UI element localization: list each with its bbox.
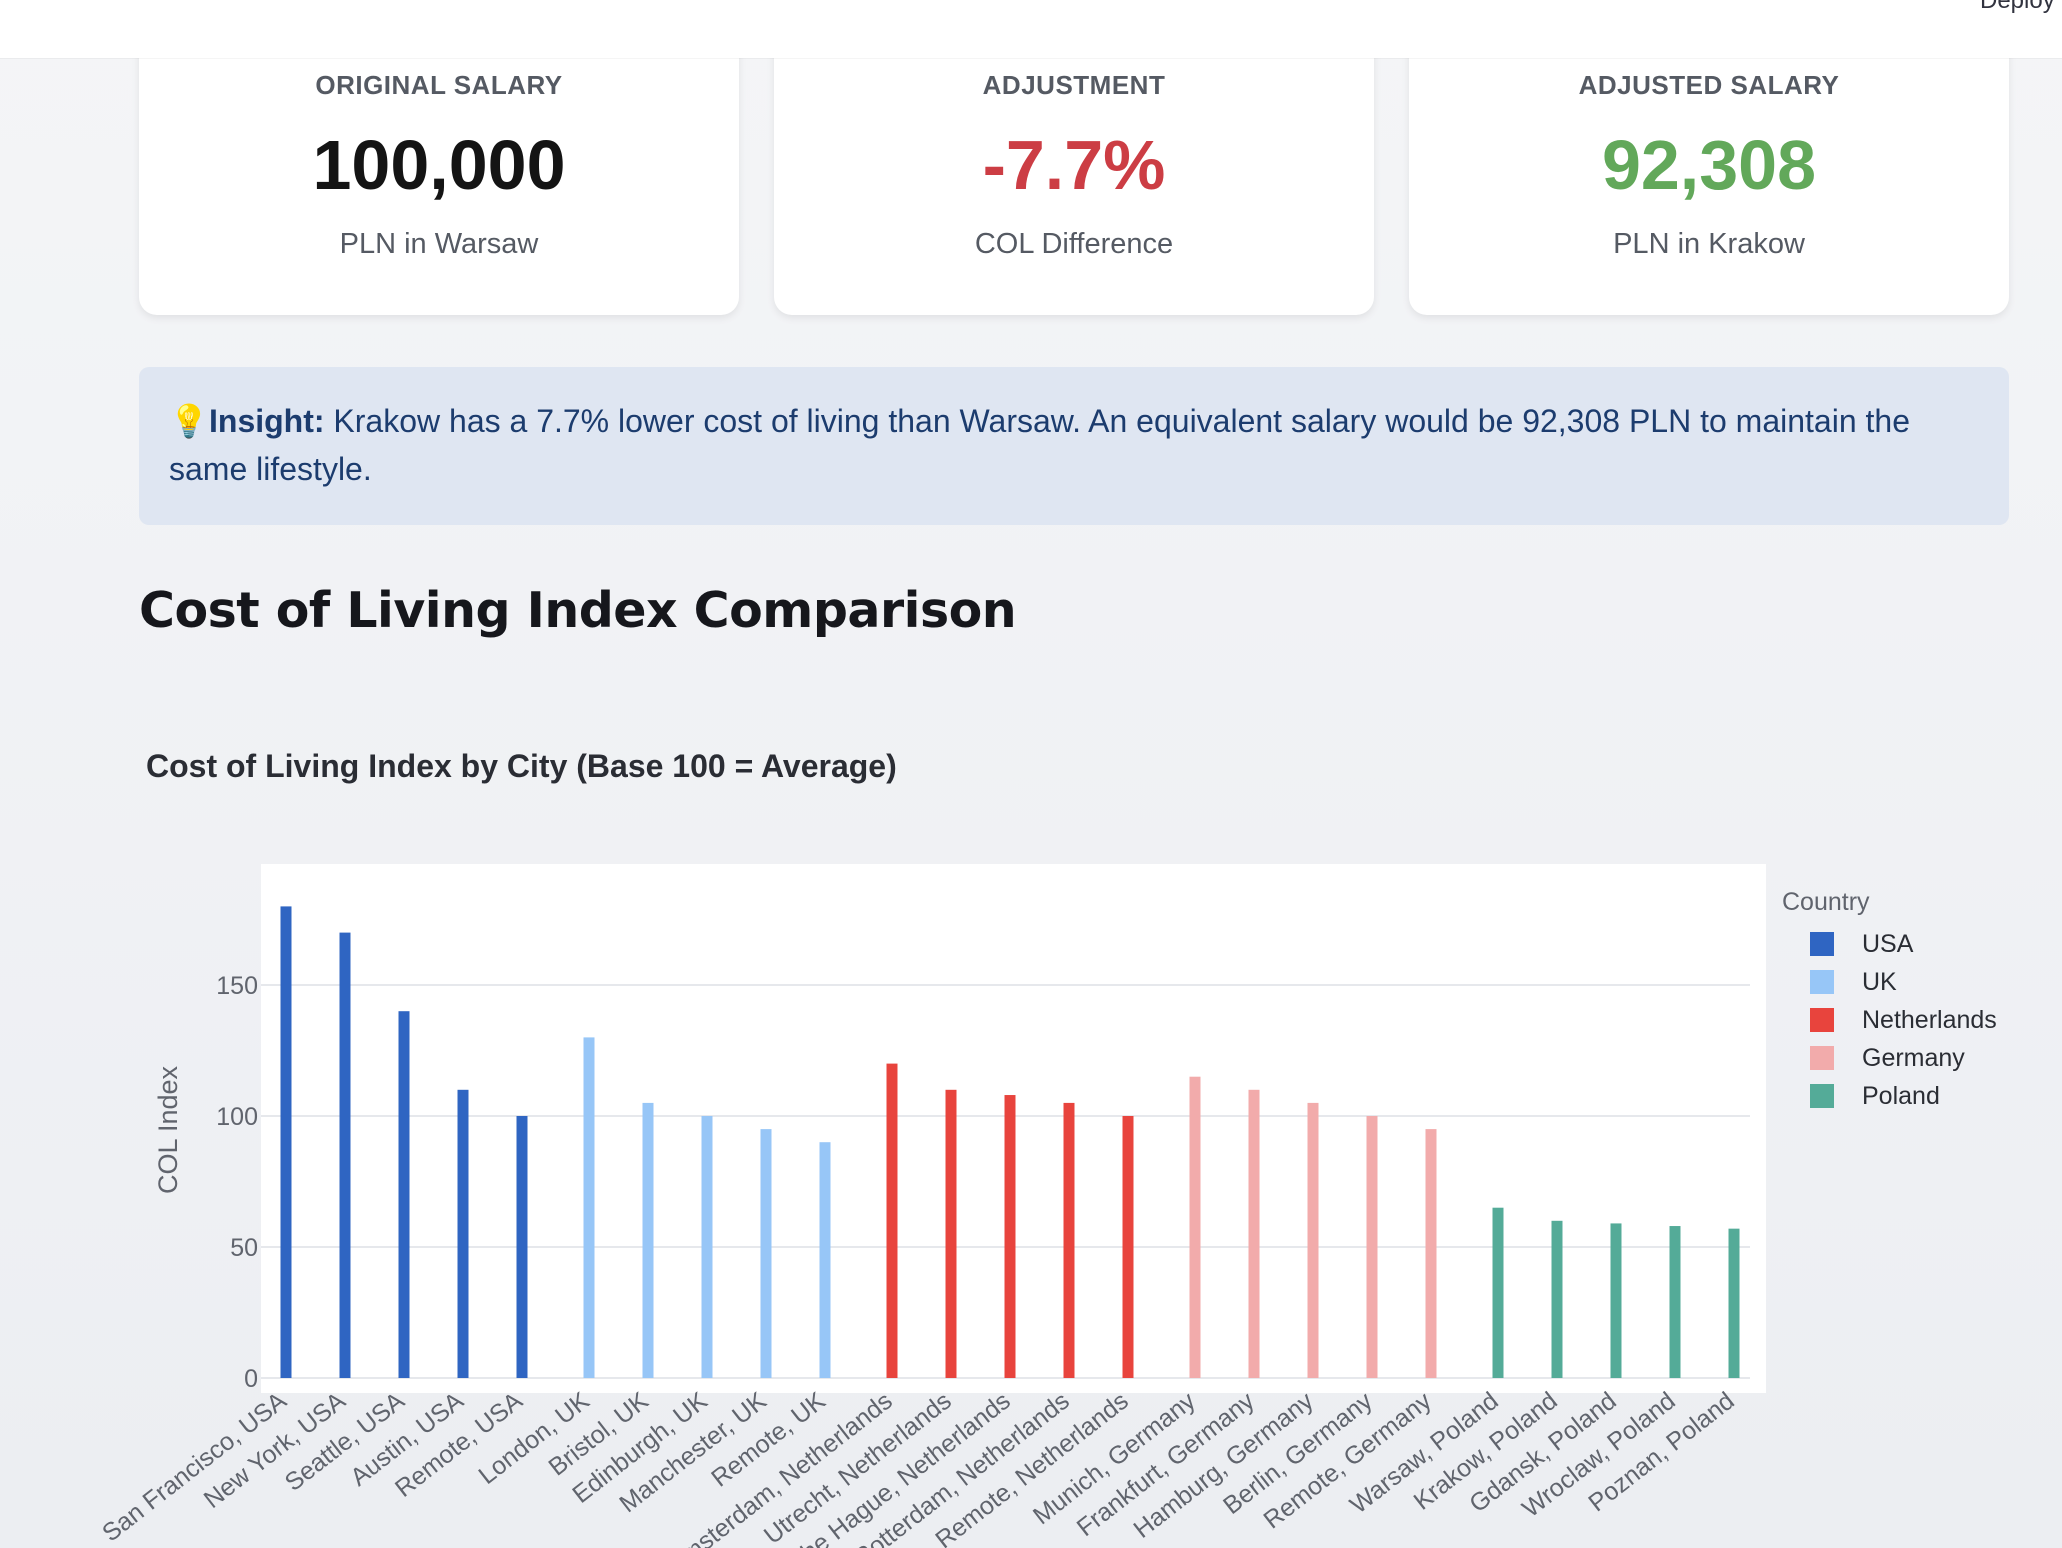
legend-title: Country: [1782, 888, 1870, 916]
bar-poland[interactable]: [1551, 1220, 1563, 1378]
x-tick-label: The Hague, Netherlands: [784, 1387, 1016, 1548]
bar-germany[interactable]: [1189, 1076, 1201, 1378]
bar-netherlands[interactable]: [1004, 1095, 1016, 1378]
legend-item-uk[interactable]: UK: [1782, 963, 2042, 1001]
insight-callout: 💡Insight: Krakow has a 7.7% lower cost o…: [139, 367, 2009, 525]
x-tick-label: Manchester, UK: [614, 1386, 772, 1518]
deploy-button[interactable]: Deploy: [1966, 0, 2062, 16]
x-tick-label: Munich, Germany: [1028, 1386, 1201, 1530]
x-tick-label: Krakow, Poland: [1409, 1387, 1563, 1516]
section-title: Cost of Living Index Comparison: [139, 582, 1017, 639]
bar-netherlands[interactable]: [945, 1089, 957, 1378]
bar-poland[interactable]: [1610, 1223, 1622, 1378]
x-tick-label: Austin, USA: [345, 1386, 469, 1491]
x-tick-label: Amsterdam, Netherlands: [663, 1387, 898, 1548]
x-tick-label: Gdansk, Poland: [1464, 1387, 1621, 1519]
bar-usa[interactable]: [280, 906, 292, 1378]
metric-subtext: COL Difference: [974, 228, 1174, 260]
legend-item-germany[interactable]: Germany: [1782, 1039, 2042, 1077]
bar-usa[interactable]: [398, 1011, 410, 1378]
legend-label: Germany: [1862, 1043, 1965, 1072]
x-tick-label: Warsaw, Poland: [1345, 1387, 1504, 1520]
x-tick-label: Edinburgh, UK: [567, 1386, 713, 1508]
x-tick-label: San Francisco, USA: [97, 1386, 292, 1547]
x-tick-label: Rotterdam, Netherlands: [848, 1387, 1074, 1548]
bar-uk[interactable]: [583, 1037, 595, 1378]
y-tick-label: 50: [230, 1234, 258, 1262]
adjustment-card: ADJUSTMENT -7.7% COL Difference: [774, 40, 1374, 315]
original-salary-card: ORIGINAL SALARY 100,000 PLN in Warsaw: [139, 40, 739, 315]
bar-germany[interactable]: [1307, 1102, 1319, 1378]
bar-netherlands[interactable]: [1063, 1102, 1075, 1378]
metric-label: ADJUSTMENT: [982, 70, 1166, 100]
top-header: Deploy: [0, 0, 2062, 58]
legend-swatch: [1810, 1046, 1834, 1070]
bar-germany[interactable]: [1248, 1089, 1260, 1378]
x-tick-label: Seattle, USA: [280, 1386, 410, 1496]
bar-poland[interactable]: [1728, 1228, 1740, 1378]
bar-netherlands[interactable]: [1122, 1116, 1134, 1378]
x-tick-label: Utrecht, Netherlands: [759, 1387, 957, 1548]
y-tick-label: 0: [244, 1365, 258, 1393]
x-tick-label: Poznan, Poland: [1583, 1387, 1739, 1518]
bar-germany[interactable]: [1366, 1116, 1378, 1378]
chart-legend: Country USA UK Netherlands Germany Poland: [1782, 888, 2042, 1115]
y-tick-label: 150: [216, 972, 258, 1000]
x-tick-label: Bristol, UK: [543, 1386, 654, 1481]
x-tick-label: Remote, USA: [390, 1386, 528, 1502]
x-tick-label: Remote, Germany: [1259, 1386, 1438, 1534]
metric-value: -7.7%: [982, 126, 1166, 204]
bar-netherlands[interactable]: [886, 1063, 898, 1378]
legend-item-poland[interactable]: Poland: [1782, 1077, 2042, 1115]
lightbulb-icon: 💡: [169, 403, 209, 439]
metrics-row: ORIGINAL SALARY 100,000 PLN in Warsaw AD…: [139, 40, 2009, 315]
bar-uk[interactable]: [760, 1129, 772, 1378]
bar-uk[interactable]: [819, 1142, 831, 1378]
bar-usa[interactable]: [516, 1116, 528, 1378]
metric-subtext: PLN in Warsaw: [339, 228, 539, 260]
metric-value: 92,308: [1601, 126, 1817, 204]
y-tick-label: 100: [216, 1103, 258, 1131]
bar-uk[interactable]: [701, 1116, 713, 1378]
y-axis-title: COL Index: [153, 1065, 183, 1194]
legend-label: Poland: [1862, 1081, 1940, 1110]
insight-text: Krakow has a 7.7% lower cost of living t…: [169, 403, 1910, 487]
metric-label: ORIGINAL SALARY: [315, 70, 563, 100]
legend-swatch: [1810, 1008, 1834, 1032]
bar-usa[interactable]: [339, 932, 351, 1378]
metric-label: ADJUSTED SALARY: [1578, 70, 1840, 100]
chart-title: Cost of Living Index by City (Base 100 =…: [146, 748, 897, 784]
bar-poland[interactable]: [1492, 1207, 1504, 1378]
bar-poland[interactable]: [1669, 1226, 1681, 1378]
legend-label: Netherlands: [1862, 1005, 1997, 1034]
legend-item-usa[interactable]: USA: [1782, 925, 2042, 963]
legend-swatch: [1810, 970, 1834, 994]
x-tick-label: Hamburg, Germany: [1128, 1386, 1319, 1544]
x-tick-label: Wroclaw, Poland: [1517, 1387, 1681, 1523]
x-tick-label: New York, USA: [199, 1386, 351, 1513]
bar-germany[interactable]: [1425, 1129, 1437, 1378]
x-tick-label: Frankfurt, Germany: [1072, 1386, 1260, 1542]
x-tick-label: Remote, UK: [706, 1386, 831, 1492]
x-tick-label: Remote, Netherlands: [930, 1387, 1133, 1548]
x-tick-label: London, UK: [473, 1386, 595, 1490]
bar-usa[interactable]: [457, 1089, 469, 1378]
metric-value: 100,000: [312, 126, 566, 204]
legend-swatch: [1810, 1084, 1834, 1108]
adjusted-salary-card: ADJUSTED SALARY 92,308 PLN in Krakow: [1409, 40, 2009, 315]
x-tick-label: Berlin, Germany: [1218, 1386, 1378, 1520]
legend-swatch: [1810, 932, 1834, 956]
bar-uk[interactable]: [642, 1102, 654, 1378]
metric-subtext: PLN in Krakow: [1613, 228, 1805, 260]
insight-label: Insight:: [209, 403, 325, 439]
legend-label: UK: [1862, 967, 1897, 996]
legend-label: USA: [1862, 929, 1914, 958]
legend-item-netherlands[interactable]: Netherlands: [1782, 1001, 2042, 1039]
